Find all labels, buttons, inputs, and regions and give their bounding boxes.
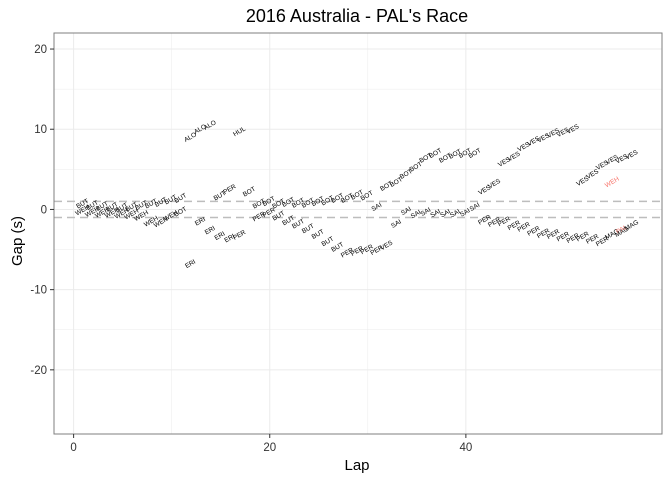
x-axis-title: Lap (344, 457, 369, 474)
point-label: MAG (624, 219, 640, 232)
x-tick-label: 40 (459, 442, 472, 454)
grid (54, 33, 662, 434)
point-label: ERI (194, 216, 207, 228)
point-label: BOT (173, 206, 188, 219)
y-axis-title: Gap (s) (9, 216, 26, 266)
point-label: SAI (439, 208, 452, 219)
point-label: PER (222, 183, 237, 196)
y-tick-label: 0 (41, 204, 47, 216)
point-label: SAI (429, 208, 442, 219)
point-label: SAI (459, 207, 472, 218)
point-label: BOT (242, 186, 257, 199)
point-label: HUL (232, 125, 247, 138)
point-label: ERI (184, 258, 197, 270)
y-axis-ticks: -20 -10 0 10 20 (30, 44, 54, 377)
point-label: SAI (371, 202, 384, 213)
reference-lines (54, 200, 662, 219)
x-axis-ticks: 0 20 40 (70, 434, 472, 454)
point-label: PER (232, 229, 247, 242)
point-labels: BUTWEHBUTWEHBUTWEHBUTWEHBUTWEHBUTWEHBUTW… (74, 119, 640, 270)
point-label: ERI (204, 225, 217, 237)
point-label: VES (379, 239, 394, 252)
point-label: WEH (604, 176, 621, 190)
point-label: SAI (390, 218, 403, 229)
point-label: SAI (449, 208, 462, 219)
chart-title: 2016 Australia - PAL's Race (246, 6, 468, 26)
point-label: BUT (173, 192, 188, 205)
point-label: SAI (420, 206, 433, 217)
point-label: VES (487, 177, 502, 190)
y-tick-label: -10 (30, 285, 47, 297)
point-label: SAI (410, 209, 423, 220)
panel-border (53, 32, 663, 435)
point-label: SAI (469, 202, 482, 213)
point-label: SAI (400, 206, 413, 217)
point-label: ERI (214, 230, 227, 242)
x-tick-label: 0 (70, 442, 76, 454)
x-tick-label: 20 (263, 442, 276, 454)
point-label: ERI (223, 233, 236, 245)
point-label: ALO (203, 119, 218, 132)
y-tick-label: -20 (30, 365, 47, 377)
point-label: VES (624, 149, 639, 162)
y-tick-label: 10 (34, 124, 47, 136)
point-label: VES (566, 123, 581, 136)
y-tick-label: 20 (34, 44, 47, 56)
